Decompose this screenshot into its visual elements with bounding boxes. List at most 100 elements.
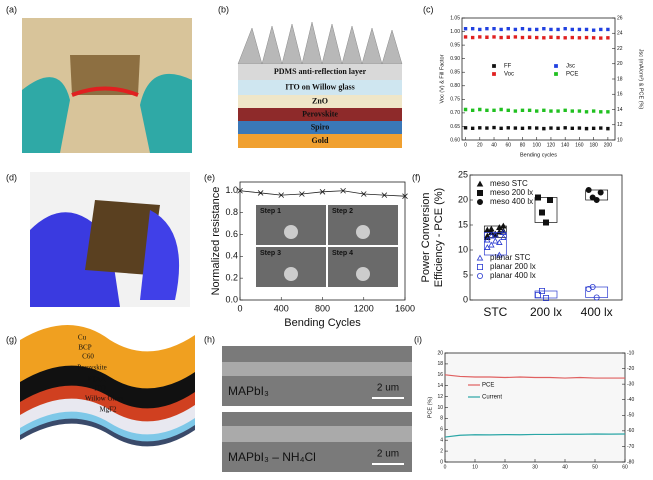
- point: [500, 234, 507, 240]
- y-axis-label: PCE (%): [427, 397, 433, 419]
- point: [593, 294, 600, 301]
- point: [606, 110, 610, 114]
- legend-label: planar 200 lx: [490, 262, 536, 271]
- y2-tick-label: -20: [627, 366, 634, 372]
- point: [257, 190, 264, 196]
- point: [500, 222, 507, 229]
- x-tick-label: 1600: [395, 303, 415, 313]
- point: [606, 36, 610, 40]
- point: [499, 27, 503, 32]
- point: [470, 35, 475, 40]
- point: [593, 196, 600, 203]
- point: [556, 27, 560, 32]
- point: [584, 126, 589, 131]
- y2-tick-label: -50: [627, 413, 634, 419]
- point: [485, 108, 489, 112]
- point: [520, 26, 525, 31]
- panel-label: (h): [204, 334, 215, 344]
- legend-label: Jsc: [566, 64, 575, 70]
- point: [492, 35, 496, 39]
- point: [591, 36, 596, 40]
- point: [543, 294, 549, 302]
- point: [476, 272, 483, 279]
- point: [470, 108, 475, 112]
- point: [488, 225, 495, 232]
- y-tick-label: 15: [458, 219, 468, 229]
- y-tick-label: 0: [440, 459, 443, 465]
- point: [549, 126, 553, 130]
- point: [463, 126, 468, 130]
- point: [535, 291, 541, 299]
- point: [520, 108, 525, 112]
- x-tick-label: 200 lx: [530, 305, 562, 319]
- x-tick-label: 400 lx: [581, 305, 613, 319]
- y-tick-label: 0: [463, 294, 468, 304]
- point: [484, 236, 491, 243]
- legend-label: planar STC: [490, 253, 531, 262]
- y-tick-label: 0.65: [450, 124, 460, 130]
- point: [570, 126, 575, 131]
- x-tick-label: 400: [274, 303, 289, 313]
- point: [492, 231, 499, 238]
- point: [492, 26, 496, 31]
- layer-label: ZnO: [312, 96, 328, 105]
- box: [483, 225, 507, 238]
- y-axis-label: Voc (V) & Fill Factor: [439, 54, 445, 103]
- point: [476, 189, 484, 197]
- point: [599, 27, 603, 32]
- y-tick-label: 0.85: [450, 70, 460, 76]
- y2-tick-label: 18: [617, 76, 623, 82]
- point: [549, 27, 553, 32]
- point: [542, 126, 546, 131]
- legend-label: FF: [504, 64, 512, 70]
- point: [570, 35, 575, 40]
- point: [500, 229, 507, 235]
- layer-label: MgF2: [99, 406, 117, 414]
- point: [484, 244, 491, 250]
- panel-label: (i): [414, 334, 422, 344]
- y2-tick-label: -10: [627, 350, 634, 356]
- x-tick-label: 0: [237, 303, 242, 313]
- layer-label: Perovskite: [77, 364, 107, 372]
- point: [470, 26, 475, 31]
- legend-label: meso 200 lx: [490, 188, 533, 197]
- scale-label: 2 um: [377, 383, 399, 394]
- point: [513, 27, 518, 32]
- point: [599, 126, 603, 130]
- point: [539, 209, 545, 216]
- x-tick-label: 140: [561, 142, 570, 148]
- point: [527, 126, 532, 130]
- sem-label: MAPbI₃ – NH₄Cl: [228, 450, 316, 464]
- y2-tick-label: 16: [617, 92, 623, 98]
- point: [476, 254, 484, 261]
- y-tick-label: 20: [458, 194, 468, 204]
- point: [478, 107, 482, 112]
- y-tick-label: 2: [440, 448, 443, 454]
- point: [527, 35, 532, 39]
- y-tick-label: 0.8: [225, 207, 238, 217]
- point: [535, 126, 539, 130]
- x-tick-label: 0: [444, 464, 447, 470]
- point: [319, 189, 326, 195]
- point: [543, 219, 549, 226]
- scale-label: 2 um: [377, 449, 399, 460]
- point: [492, 125, 496, 130]
- y-tick-label: 0.0: [225, 294, 238, 304]
- point: [506, 26, 510, 31]
- panel-label: (a): [6, 4, 17, 14]
- layer-label: Gold: [312, 136, 329, 145]
- point: [577, 109, 582, 113]
- x-tick-label: 10: [472, 464, 478, 470]
- point: [492, 108, 496, 112]
- point: [463, 35, 468, 39]
- point: [278, 192, 285, 198]
- point: [570, 109, 575, 113]
- x-axis-label: Bending Cycles: [284, 317, 361, 329]
- sem-label: MAPbI₃: [228, 384, 269, 398]
- point: [506, 108, 510, 112]
- legend-label: Voc: [504, 72, 514, 78]
- inset-e: [256, 205, 398, 287]
- point: [599, 110, 603, 114]
- point: [485, 26, 489, 31]
